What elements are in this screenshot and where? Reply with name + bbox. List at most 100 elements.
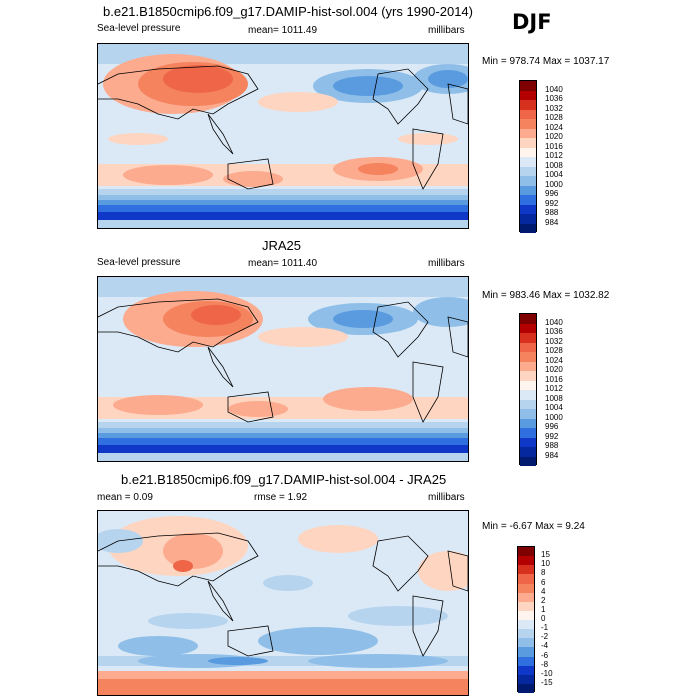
colorbar-swatch [518,565,534,575]
colorbar-swatch [520,361,536,371]
colorbar-swatch [520,409,536,419]
colorbar-swatch [518,647,534,657]
panel-1-colorbar [519,80,537,233]
colorbar-tick-label: 1032 [545,336,563,346]
colorbar-swatch [518,592,534,602]
colorbar-tick-label: 1020 [545,132,563,141]
colorbar-swatch [520,323,536,333]
colorbar-swatch [520,204,536,214]
colorbar-swatch [520,166,536,176]
panel-2-map [97,276,469,462]
colorbar-swatch [518,547,534,557]
panel-2-mean-label: mean= 1011.40 [248,258,318,269]
colorbar-swatch [520,314,536,324]
colorbar-tick-label: 10 [541,559,550,569]
colorbar-swatch [520,380,536,390]
colorbar-swatch [520,352,536,362]
colorbar-tick-label: 4 [541,586,546,596]
colorbar-tick-label: 0 [541,614,546,623]
colorbar-swatch [520,333,536,343]
colorbar-tick-label: 1020 [545,365,563,374]
colorbar-swatch [518,656,534,666]
colorbar-tick-label: -10 [541,668,553,678]
colorbar-tick-label: -8 [541,659,549,669]
season-label: DJF [512,10,552,34]
colorbar-tick-label: -15 [541,677,553,687]
colorbar-swatch [520,195,536,205]
colorbar-tick-label: 988 [545,208,559,217]
panel-1-units-label: millibars [428,25,465,36]
colorbar-swatch [518,610,534,620]
colorbar-tick-label: 1004 [545,403,563,412]
colorbar-swatch [520,418,536,428]
colorbar-swatch [520,390,536,400]
colorbar-swatch [518,620,534,630]
colorbar-tick-label: 1024 [545,355,563,365]
colorbar-swatch [518,674,534,684]
colorbar-tick-label: 6 [541,577,546,587]
colorbar-swatch [520,81,536,91]
colorbar-tick-label: 15 [541,550,550,560]
colorbar-swatch [520,342,536,352]
panel-1-mean-label: mean= 1011.49 [248,25,318,36]
colorbar-swatch [518,583,534,593]
colorbar-swatch [520,185,536,195]
colorbar-swatch [520,138,536,148]
colorbar-tick-label: 1032 [545,103,563,113]
colorbar-tick-label: -4 [541,641,549,651]
colorbar-tick-label: 1004 [545,170,563,179]
colorbar-swatch [518,601,534,611]
panel-3-title: b.e21.B1850cmip6.f09_g17.DAMIP-hist-sol.… [121,472,447,487]
colorbar-swatch [520,90,536,100]
colorbar-swatch [520,128,536,138]
panel-3-rmse-label: rmse = 1.92 [254,492,308,503]
colorbar-tick-label: -1 [541,623,549,633]
colorbar-tick-label: 1000 [545,412,563,422]
colorbar-swatch [518,629,534,639]
colorbar-tick-label: 1028 [545,346,563,355]
colorbar-swatch [520,399,536,409]
colorbar-swatch [520,437,536,447]
panel-1-title: b.e21.B1850cmip6.f09_g17.DAMIP-hist-sol.… [103,4,473,19]
colorbar-swatch [518,665,534,675]
colorbar-tick-label: 1040 [545,84,563,94]
colorbar-swatch [520,428,536,438]
colorbar-tick-label: 1028 [545,113,563,122]
panel-3-minmax: Min = -6.67 Max = 9.24 [482,521,585,532]
colorbar-tick-label: 988 [545,441,559,450]
colorbar-tick-label: -6 [541,650,549,660]
colorbar-swatch [520,100,536,110]
colorbar-tick-label: 996 [545,422,559,431]
colorbar-swatch [520,214,536,224]
colorbar-tick-label: 1008 [545,160,563,170]
colorbar-tick-label: 1024 [545,122,563,132]
colorbar-swatch [518,638,534,648]
colorbar-swatch [518,683,534,693]
panel-3-units-label: millibars [428,492,465,503]
colorbar-swatch [520,109,536,119]
colorbar-tick-label: 1012 [545,384,563,393]
colorbar-swatch [518,574,534,584]
panel-3-mean-label: mean = 0.09 [97,492,153,503]
panel-1-map [97,43,469,229]
panel-1-variable-label: Sea-level pressure [97,23,181,34]
colorbar-swatch [520,223,536,233]
colorbar-tick-label: 1016 [545,374,563,384]
colorbar-tick-label: 984 [545,450,559,460]
colorbar-tick-label: 996 [545,189,559,198]
colorbar-tick-label: 1016 [545,141,563,151]
panel-3-map [97,510,469,696]
colorbar-tick-label: 1036 [545,94,563,103]
panel-1-minmax: Min = 978.74 Max = 1037.17 [482,56,610,67]
colorbar-tick-label: 1040 [545,317,563,327]
panel-2-variable-label: Sea-level pressure [97,257,181,268]
colorbar-swatch [520,176,536,186]
colorbar-swatch [520,371,536,381]
panel-2-title: JRA25 [262,238,302,253]
colorbar-tick-label: 2 [541,595,546,605]
panel-3-colorbar [517,546,535,693]
colorbar-tick-label: -2 [541,632,549,642]
colorbar-swatch [520,147,536,157]
colorbar-tick-label: 1012 [545,151,563,160]
panel-2-minmax: Min = 983.46 Max = 1032.82 [482,290,610,301]
